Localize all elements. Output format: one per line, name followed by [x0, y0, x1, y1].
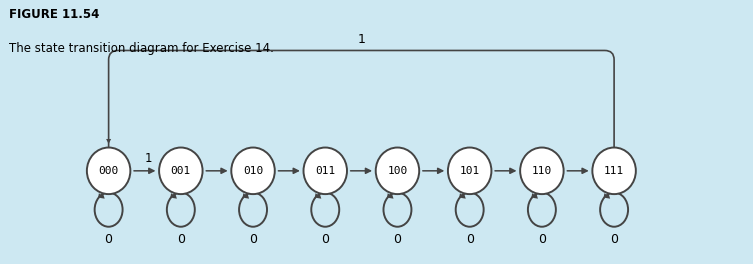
Ellipse shape: [448, 148, 492, 194]
Text: 1: 1: [145, 152, 152, 165]
Text: 100: 100: [387, 166, 407, 176]
Text: 000: 000: [99, 166, 119, 176]
Text: The state transition diagram for Exercise 14.: The state transition diagram for Exercis…: [9, 42, 274, 55]
Text: 1: 1: [358, 33, 365, 46]
Ellipse shape: [376, 148, 419, 194]
Text: 0: 0: [322, 233, 329, 246]
Ellipse shape: [87, 148, 130, 194]
Text: 111: 111: [604, 166, 624, 176]
Ellipse shape: [520, 148, 564, 194]
Text: 010: 010: [243, 166, 263, 176]
Text: 011: 011: [315, 166, 335, 176]
Ellipse shape: [159, 148, 203, 194]
Text: 0: 0: [394, 233, 401, 246]
Text: 0: 0: [249, 233, 257, 246]
Text: 0: 0: [538, 233, 546, 246]
Ellipse shape: [303, 148, 347, 194]
Text: 0: 0: [177, 233, 184, 246]
Text: 001: 001: [171, 166, 191, 176]
Ellipse shape: [231, 148, 275, 194]
Text: 110: 110: [532, 166, 552, 176]
Text: 0: 0: [105, 233, 113, 246]
Text: 0: 0: [465, 233, 474, 246]
Text: 101: 101: [459, 166, 480, 176]
Text: 0: 0: [610, 233, 618, 246]
Text: FIGURE 11.54: FIGURE 11.54: [9, 8, 99, 21]
Ellipse shape: [593, 148, 636, 194]
